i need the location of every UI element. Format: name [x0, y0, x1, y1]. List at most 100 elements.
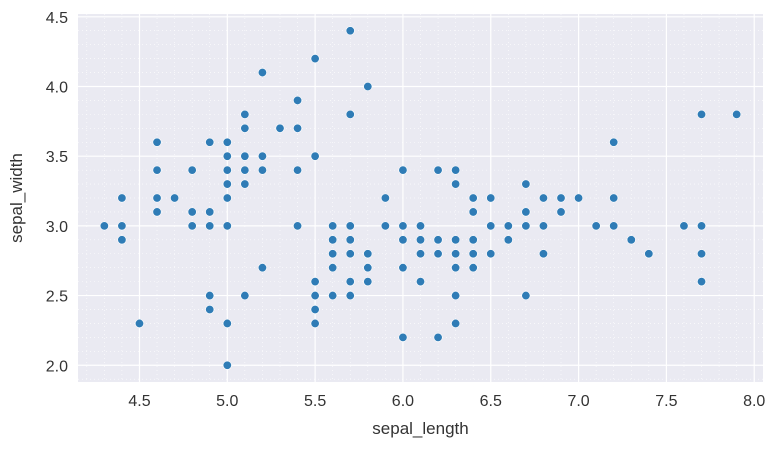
data-point [257, 263, 267, 273]
y-tick-label: 4.5 [46, 10, 68, 27]
data-point [328, 221, 338, 231]
data-point [187, 165, 197, 175]
data-point [486, 221, 496, 231]
data-point [293, 221, 303, 231]
x-axis-label: sepal_length [372, 419, 468, 438]
data-point [293, 95, 303, 105]
data-point [538, 221, 548, 231]
x-tick-label: 7.0 [567, 393, 589, 410]
data-point [521, 179, 531, 189]
data-point [310, 151, 320, 161]
data-point [451, 291, 461, 301]
data-point [187, 207, 197, 217]
data-point [293, 123, 303, 133]
data-point [240, 165, 250, 175]
data-point [697, 109, 707, 119]
data-point [697, 277, 707, 287]
data-point [380, 193, 390, 203]
data-point [433, 235, 443, 245]
data-point [451, 179, 461, 189]
data-point [468, 235, 478, 245]
data-point [240, 179, 250, 189]
data-point [451, 235, 461, 245]
data-point [99, 221, 109, 231]
x-tick-label: 5.5 [304, 393, 326, 410]
data-point [205, 137, 215, 147]
data-point [609, 193, 619, 203]
data-point [626, 235, 636, 245]
data-point [310, 318, 320, 328]
data-point [433, 249, 443, 259]
data-point [556, 207, 566, 217]
data-point [134, 318, 144, 328]
data-point [310, 305, 320, 315]
data-point [152, 193, 162, 203]
data-point [521, 221, 531, 231]
data-point [222, 318, 232, 328]
data-point [328, 235, 338, 245]
data-point [398, 235, 408, 245]
data-point [240, 123, 250, 133]
data-point [205, 291, 215, 301]
data-point [486, 249, 496, 259]
data-point [257, 151, 267, 161]
data-point [451, 318, 461, 328]
data-point [433, 165, 443, 175]
data-point [222, 151, 232, 161]
y-tick-label: 3.0 [46, 219, 68, 236]
data-point [503, 221, 513, 231]
data-point [415, 277, 425, 287]
data-point [345, 109, 355, 119]
data-point [363, 277, 373, 287]
x-tick-label: 6.0 [392, 393, 414, 410]
data-point [415, 249, 425, 259]
data-point [310, 291, 320, 301]
data-point [468, 263, 478, 273]
data-point [152, 165, 162, 175]
y-axis-ticks: 2.0 2.5 3.0 3.5 4.0 4.5 [46, 10, 68, 375]
data-point [222, 137, 232, 147]
data-point [240, 291, 250, 301]
data-point [363, 263, 373, 273]
data-point [117, 193, 127, 203]
data-point [222, 360, 232, 370]
data-point [240, 151, 250, 161]
data-point [468, 207, 478, 217]
data-point [451, 165, 461, 175]
data-point [328, 249, 338, 259]
data-point [205, 221, 215, 231]
data-point [345, 277, 355, 287]
data-point [117, 235, 127, 245]
data-point [275, 123, 285, 133]
data-point [468, 193, 478, 203]
data-point [503, 235, 513, 245]
data-points [99, 26, 742, 370]
data-point [240, 109, 250, 119]
data-point [345, 249, 355, 259]
data-point [398, 221, 408, 231]
data-point [222, 165, 232, 175]
data-point [556, 193, 566, 203]
data-point [415, 221, 425, 231]
y-axis-label: sepal_width [7, 153, 26, 243]
data-point [521, 291, 531, 301]
data-point [205, 305, 215, 315]
data-point [170, 193, 180, 203]
data-point [697, 221, 707, 231]
data-point [415, 235, 425, 245]
data-point [257, 68, 267, 78]
data-point [310, 54, 320, 64]
data-point [222, 179, 232, 189]
y-tick-label: 4.0 [46, 79, 68, 96]
data-point [451, 249, 461, 259]
data-point [398, 332, 408, 342]
y-tick-label: 2.5 [46, 289, 68, 306]
data-point [222, 193, 232, 203]
data-point [398, 165, 408, 175]
data-point [328, 263, 338, 273]
data-point [257, 165, 267, 175]
data-point [468, 249, 478, 259]
data-point [205, 207, 215, 217]
y-tick-label: 3.5 [46, 149, 68, 166]
